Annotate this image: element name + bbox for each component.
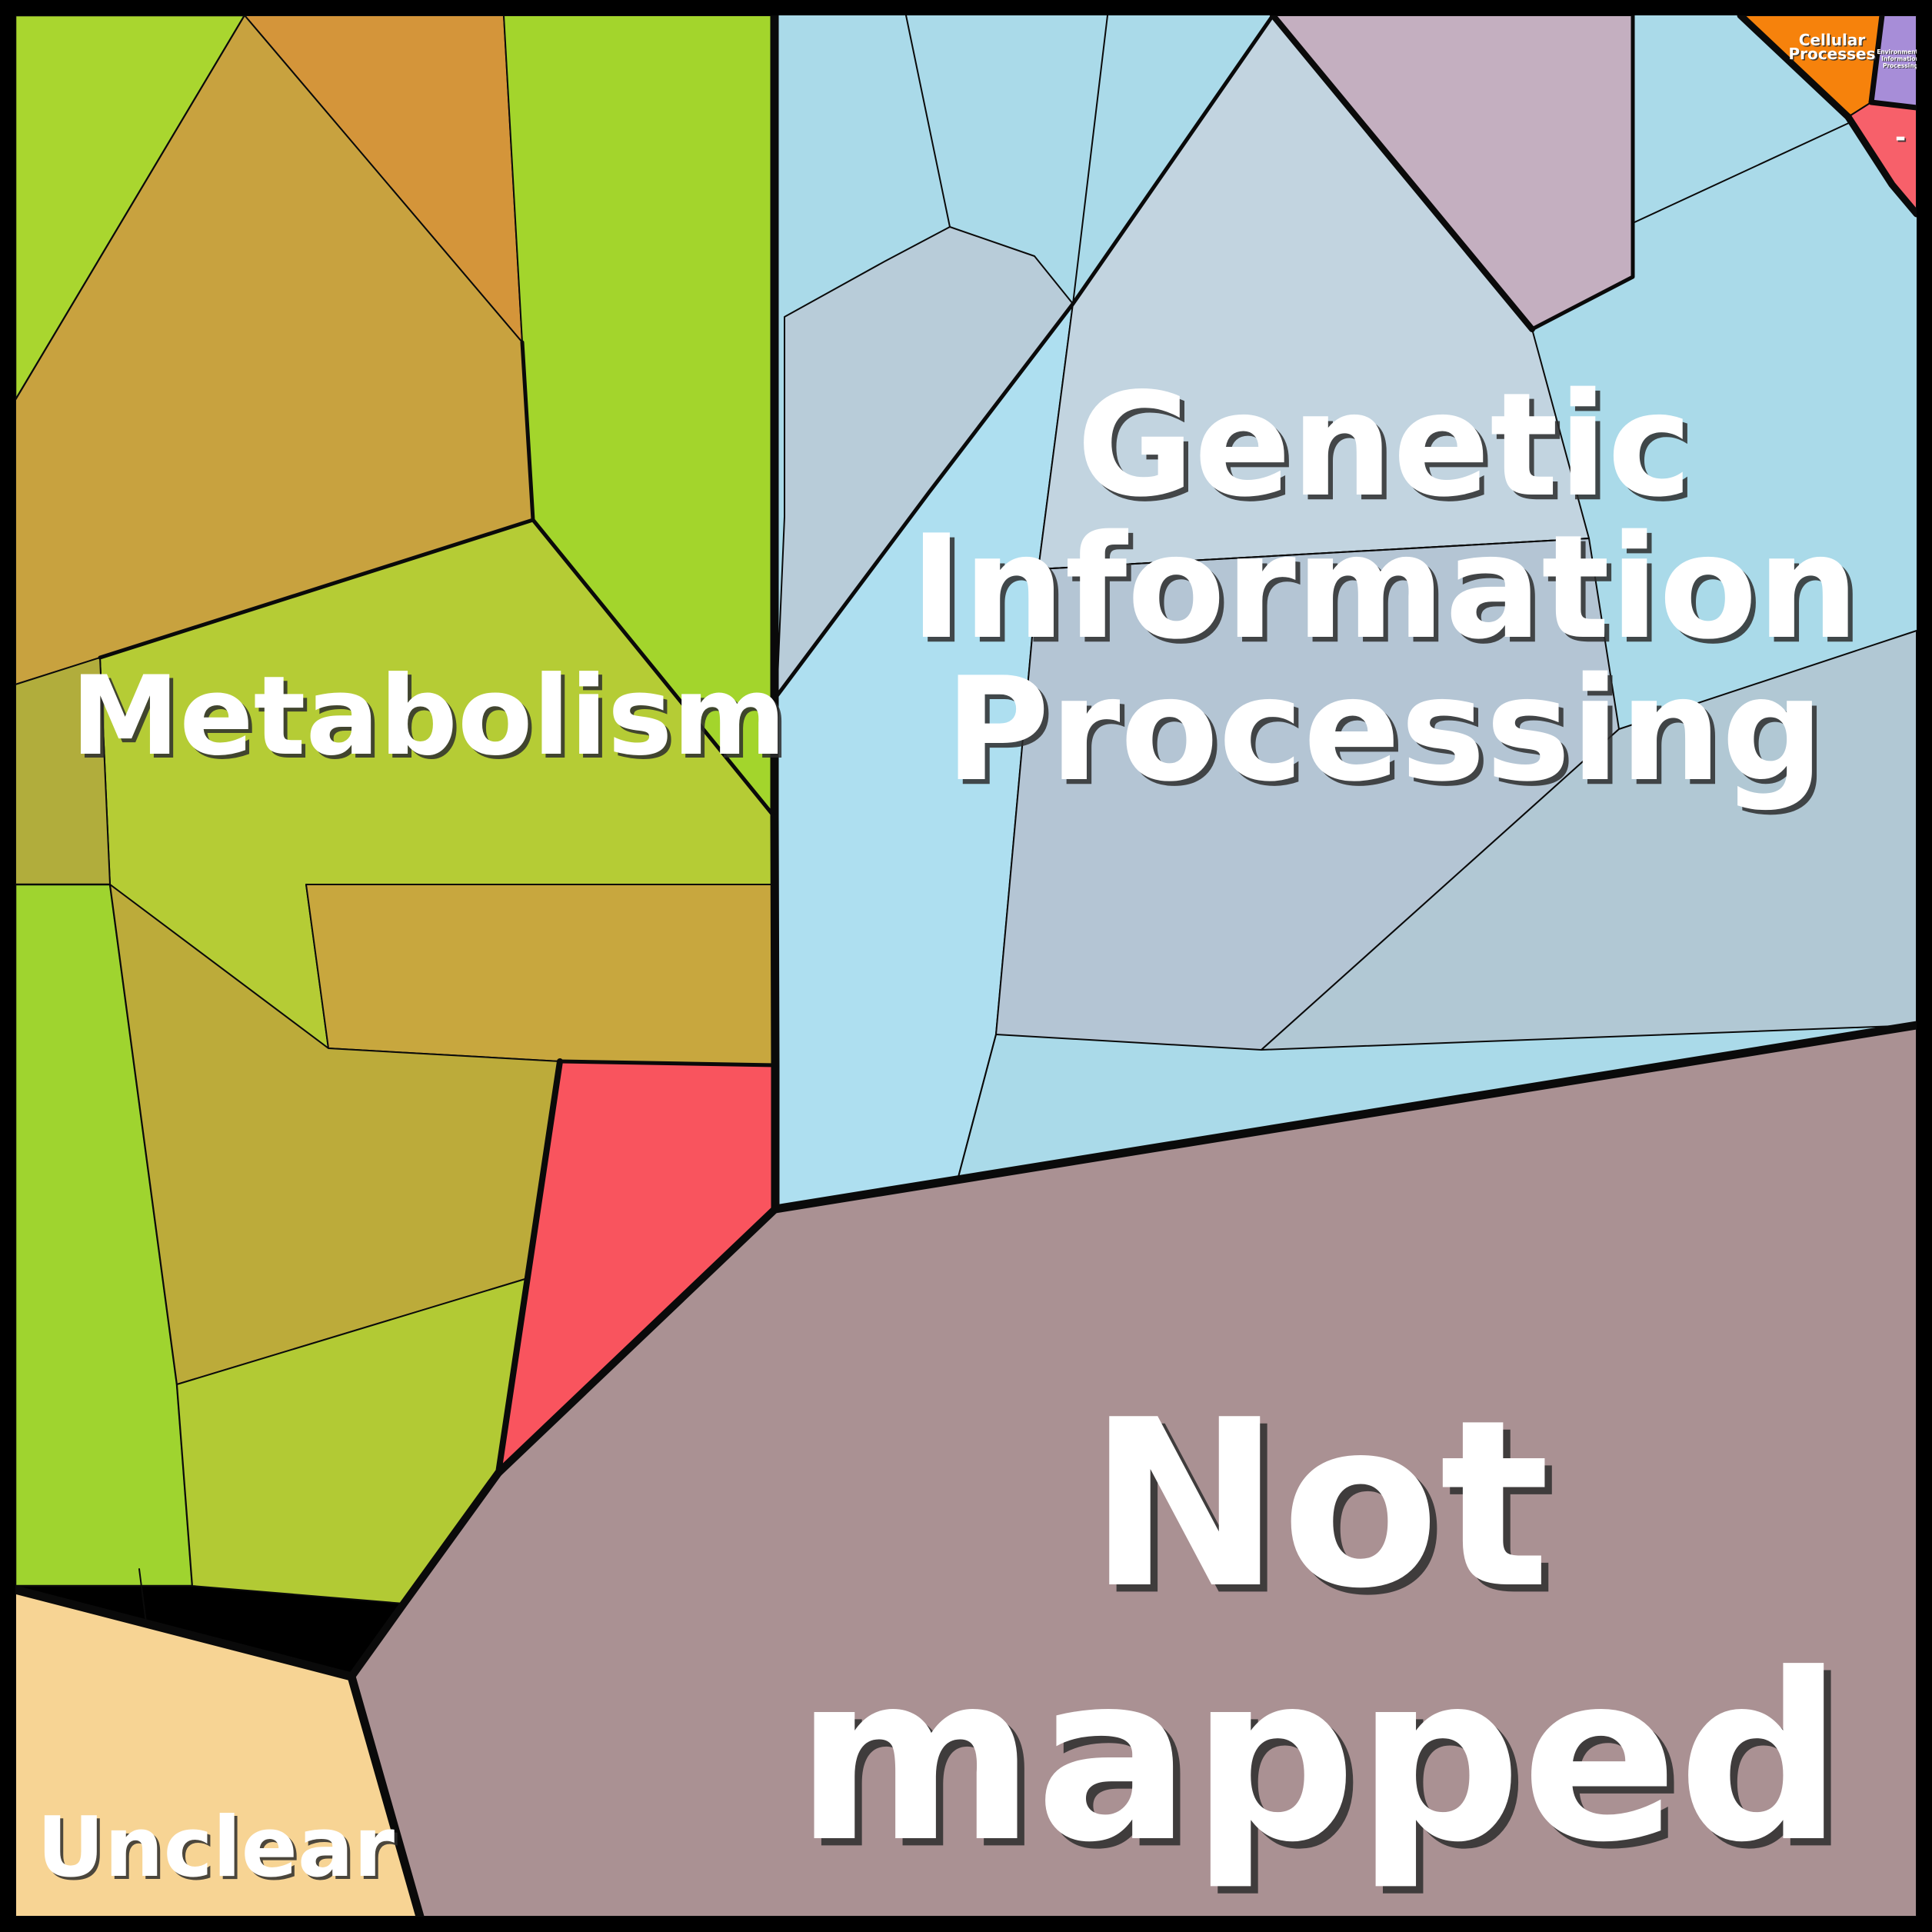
region-layer (14, 14, 1917, 1917)
line-tan-yellowgreen (98, 518, 535, 660)
border-notmapped-gip (771, 1021, 1921, 1214)
label-eip-line2-shadow: Information (1882, 56, 1920, 63)
label-unclear: Unclear (37, 1800, 395, 1896)
border-mauvetop-left (1270, 12, 1535, 332)
border-layer (11, 11, 1921, 1921)
label-eip-line3: Processing (1883, 62, 1918, 69)
line-gip-diagonal (774, 13, 1275, 698)
line-pentagon-divider (1038, 538, 1590, 570)
line-green-split-bottom (138, 1568, 147, 1624)
border-red-blue-corner (1844, 113, 1920, 218)
border-red-top (558, 1059, 778, 1068)
label-gip-line1: Genetic (1077, 361, 1692, 528)
label-gip-line3-shadow: Processing (950, 651, 1829, 818)
label-eip-line1-shadow: Environmental (1877, 49, 1925, 56)
border-purple-red (1868, 99, 1920, 111)
label-gip-line1-shadow: Genetic (1081, 366, 1697, 533)
label-cp-line2-shadow: Processes (1790, 46, 1877, 65)
line-blue-thin-3 (1632, 121, 1853, 224)
border-unclear-green (11, 1585, 356, 1681)
border-metabolism-gip (770, 11, 780, 1214)
label-notmapped-line1-shadow: Not (1095, 1377, 1557, 1646)
label-cp-line1: Cellular (1799, 31, 1866, 49)
border-red-left (495, 1058, 563, 1476)
label-notmapped-line1: Not (1088, 1371, 1551, 1639)
label-notmapped-line2-shadow: mapped (802, 1631, 1850, 1900)
region-metabolism-tan-band[interactable] (305, 884, 776, 1066)
label-dash: - (1895, 122, 1906, 153)
label-notmapped-line2: mapped (795, 1624, 1844, 1893)
label-metabolism-shadow: Metabolism (75, 657, 790, 784)
border-cp-right (1868, 12, 1885, 105)
label-dash-shadow: - (1897, 124, 1907, 155)
line-blue-thin-2 (1072, 15, 1108, 305)
label-metabolism: Metabolism (71, 653, 786, 780)
label-gip-line2-shadow: Information (914, 508, 1864, 675)
line-blue-thin-1 (905, 15, 951, 228)
border-notmapped-red (495, 1205, 779, 1477)
label-cp-line1-shadow: Cellular (1800, 32, 1867, 51)
label-gip-line3: Processing (945, 646, 1824, 813)
line-blue-thin-4 (957, 1034, 997, 1181)
label-eip-line3-shadow: Processing (1884, 63, 1919, 70)
label-layer: MetabolismMetabolismGeneticGeneticInform… (37, 31, 1925, 1900)
label-gip-line2: Information (910, 504, 1859, 671)
border-cp-left (1737, 12, 1852, 121)
border-mauvetop-right (1530, 13, 1635, 331)
label-eip-line2: Information (1881, 55, 1920, 62)
label-cp-line2: Processes (1789, 45, 1876, 63)
label-eip-line1: Environmental (1877, 48, 1924, 55)
border-notmapped-unclear (347, 1672, 425, 1921)
border-notmapped-green (348, 1469, 502, 1681)
label-unclear-shadow: Unclear (40, 1803, 398, 1899)
